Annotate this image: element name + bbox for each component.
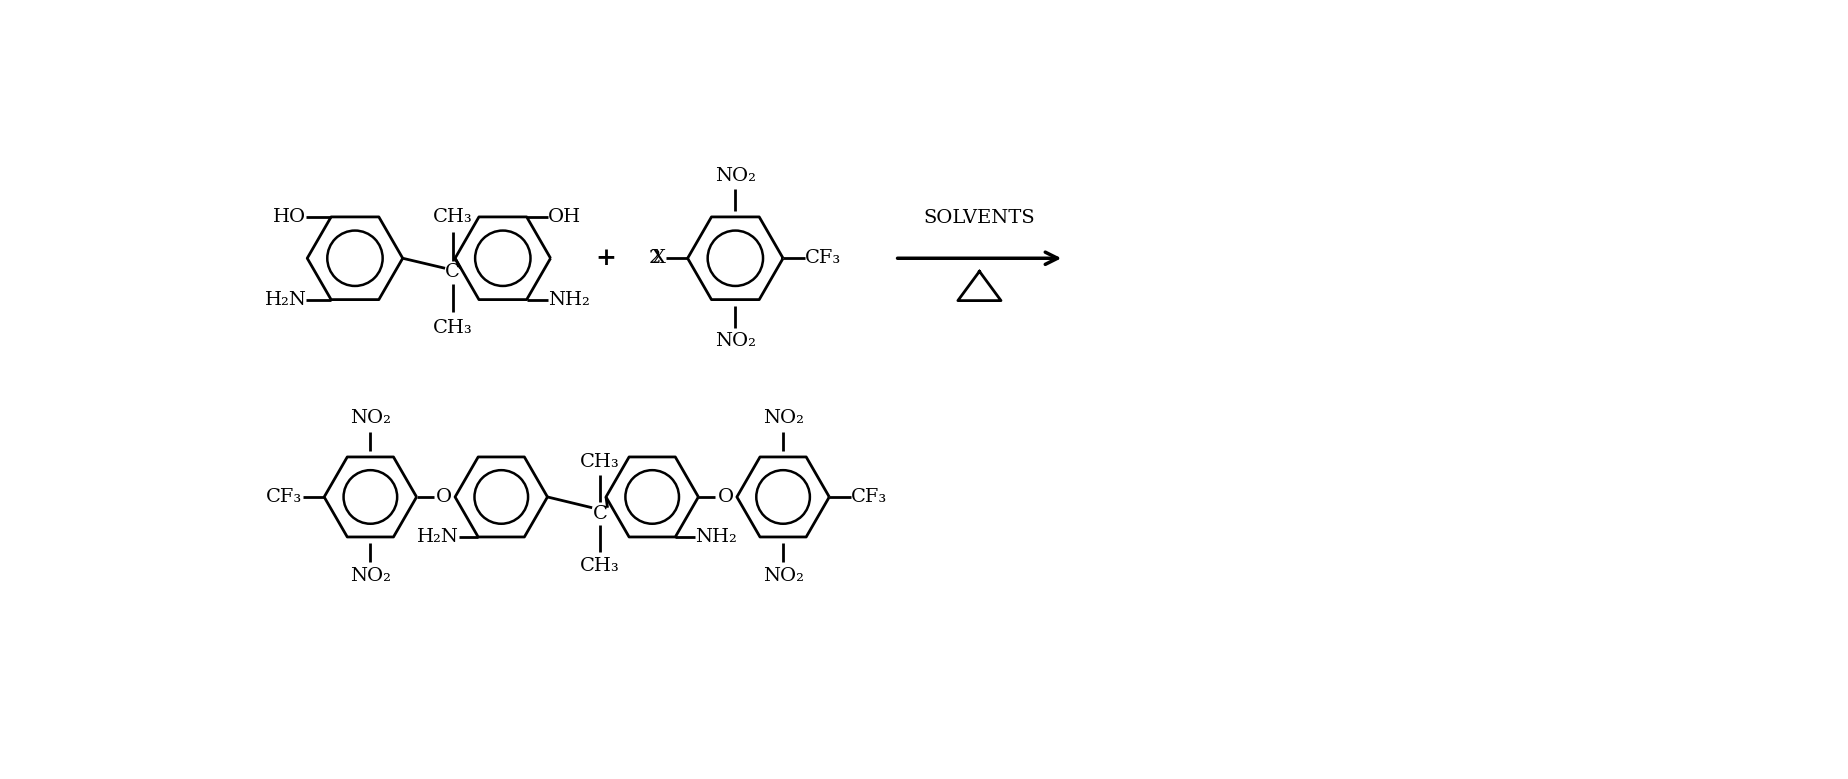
Text: SOLVENTS: SOLVENTS xyxy=(924,210,1035,227)
Text: CH₃: CH₃ xyxy=(580,557,619,575)
Text: CH₃: CH₃ xyxy=(432,319,473,337)
Text: C: C xyxy=(445,263,460,281)
Text: CF₃: CF₃ xyxy=(266,488,303,506)
Text: 2: 2 xyxy=(649,249,662,267)
Text: O: O xyxy=(436,488,453,506)
Text: CF₃: CF₃ xyxy=(804,249,841,267)
Text: CF₃: CF₃ xyxy=(850,488,887,506)
Text: NO₂: NO₂ xyxy=(715,332,756,350)
Text: X: X xyxy=(652,249,665,267)
Text: C: C xyxy=(593,505,608,523)
Text: NO₂: NO₂ xyxy=(349,567,392,585)
Text: NO₂: NO₂ xyxy=(715,167,756,185)
Text: HO: HO xyxy=(274,208,307,226)
Text: NO₂: NO₂ xyxy=(763,409,804,427)
Text: NO₂: NO₂ xyxy=(349,409,392,427)
Text: O: O xyxy=(719,488,734,506)
Text: NO₂: NO₂ xyxy=(763,567,804,585)
Text: NH₂: NH₂ xyxy=(549,291,590,308)
Text: NH₂: NH₂ xyxy=(695,528,736,546)
Text: CH₃: CH₃ xyxy=(432,208,473,226)
Text: CH₃: CH₃ xyxy=(580,453,619,471)
Text: OH: OH xyxy=(549,208,582,226)
Text: H₂N: H₂N xyxy=(418,528,458,546)
Text: H₂N: H₂N xyxy=(264,291,307,308)
Text: +: + xyxy=(595,246,617,270)
